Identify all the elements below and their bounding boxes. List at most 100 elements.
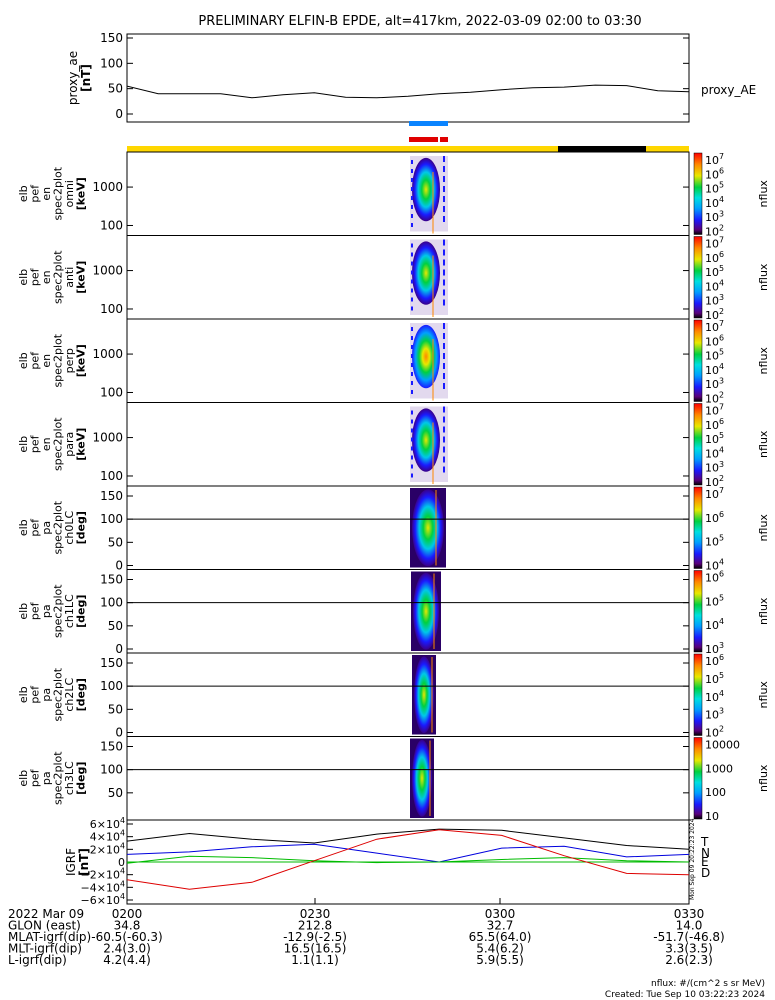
- igrf-tick-label: 0: [118, 856, 125, 869]
- spec-tick-label: 100: [100, 218, 123, 232]
- spec-tick-label: 1000: [92, 431, 123, 445]
- spec-tick-label: 100: [100, 763, 123, 777]
- ae-tick-label: 0: [115, 107, 123, 121]
- colorbar-tick-label: 103: [705, 707, 724, 722]
- footer-row-value: 3.3(3.5): [665, 942, 713, 956]
- colorbar-tick-label: 105: [705, 181, 724, 196]
- colorbar-tick-label: 106: [705, 653, 724, 668]
- igrf-legend-d: D: [701, 866, 710, 880]
- spec-tick-label: 50: [108, 619, 123, 633]
- spec-tick-label: 100: [100, 512, 123, 526]
- colorbar-tick-label: 106: [705, 570, 724, 585]
- spec-ylabel-line: spec2plot: [52, 667, 65, 721]
- spec-tick-label: 50: [108, 535, 123, 549]
- colorbar-tick-label: 106: [705, 250, 724, 265]
- footer-row-value: 0230: [300, 907, 331, 921]
- spec-panel-3: 1000100elbpefenspec2plotpara[keV]1071061…: [17, 402, 770, 489]
- ae-tick-label: 150: [100, 31, 123, 45]
- colorbar-tick-label: 103: [705, 460, 724, 475]
- spec-ylabel-line: en: [40, 270, 53, 284]
- spec-ylabel-line: spec2plot: [52, 166, 65, 220]
- spec-ylabel-line: en: [40, 354, 53, 368]
- colorbar-tick-label: 100: [705, 786, 726, 799]
- spec-flux-region: [412, 324, 440, 389]
- footer-row-value: 34.8: [114, 919, 141, 933]
- spec-ylabel-line: pa: [40, 771, 53, 785]
- colorbar-tick-label: 1000: [705, 762, 733, 775]
- spec-ylabel-line: elb: [17, 185, 30, 202]
- colorbar-tick-label: 104: [705, 445, 724, 460]
- spec-ylabel-line: elb: [17, 519, 30, 536]
- footer-row-value: 5.4(6.2): [476, 942, 524, 956]
- spec-ylabel-line: pa: [40, 604, 53, 618]
- colorbar: [693, 152, 703, 235]
- spec-tick-label: 0: [115, 726, 123, 740]
- spec-panel-frame: [126, 485, 690, 570]
- colorbar: [693, 319, 703, 402]
- igrf-tick-label: 4×104: [90, 829, 125, 844]
- colorbar: [693, 236, 703, 319]
- spec-flux-region: [412, 489, 444, 567]
- spec-tick-label: 150: [100, 656, 123, 670]
- spec-ylabel-line: [deg]: [75, 678, 88, 711]
- colorbar-unit-label: nflux: [757, 430, 770, 458]
- figure-title: PRELIMINARY ELFIN-B EPDE, alt=417km, 202…: [198, 14, 641, 29]
- colorbar-tick-label: 102: [705, 224, 724, 239]
- spec-panel-frame: [126, 151, 690, 236]
- spec-tick-label: 150: [100, 573, 123, 587]
- spec-tick-label: 50: [108, 702, 123, 716]
- colorbar-tick-label: 103: [705, 376, 724, 391]
- spec-ylabel-line: [keV]: [75, 177, 88, 210]
- spec-ylabel-line: pa: [40, 521, 53, 535]
- spec-ylabel-line: perp: [63, 348, 76, 373]
- igrf-legend-t: T: [700, 835, 709, 849]
- ae-series-line: [126, 84, 690, 99]
- eclipse-bar: [558, 146, 646, 152]
- footer-row-value: 0200: [112, 907, 143, 921]
- spec-ylabel-line: ch1LC: [63, 594, 76, 628]
- footer-row-value: 4.2(4.4): [103, 953, 151, 967]
- spec-ylabel-line: pef: [29, 768, 42, 787]
- spec-ylabel-line: spec2plot: [52, 333, 65, 387]
- colorbar-tick-label: 105: [705, 534, 724, 549]
- footer-row-value: 2.6(2.3): [665, 953, 713, 967]
- colorbar-tick-label: 104: [705, 362, 724, 377]
- colorbar-tick-label: 104: [705, 195, 724, 210]
- spec-ylabel-line: spec2plot: [52, 584, 65, 638]
- footer-row-value: 16.5(16.5): [284, 942, 347, 956]
- igrf-legend-e: E: [701, 855, 709, 869]
- colorbar: [693, 486, 703, 569]
- footer-row-value: 1.1(1.1): [291, 953, 339, 967]
- spec-ylabel-line: spec2plot: [52, 417, 65, 471]
- sun-shadow-bar: [127, 146, 689, 152]
- spec-ylabel-line: elb: [17, 352, 30, 369]
- spec-panel-0: 1000100elbpefenspec2plotomni[keV]1071061…: [17, 151, 770, 239]
- spec-ylabel-line: [deg]: [75, 595, 88, 628]
- spec-ylabel-line: [deg]: [75, 511, 88, 544]
- ae-panel-frame: [126, 33, 690, 123]
- igrf-tick-label: −6×104: [81, 892, 125, 907]
- footer-row-value: 14.0: [676, 919, 703, 933]
- spec-ylabel-line: pef: [29, 685, 42, 704]
- spec-ylabel-line: pef: [29, 184, 42, 203]
- spec-panel-frame: [126, 736, 690, 821]
- spec-ylabel-line: pef: [29, 518, 42, 537]
- colorbar: [693, 653, 703, 736]
- ae-ylabel-line1: proxy_ae: [66, 51, 80, 105]
- spec-tick-label: 100: [100, 596, 123, 610]
- colorbar-tick-label: 105: [705, 348, 724, 363]
- footer-row-label: L-igrf(dip): [8, 953, 67, 967]
- spec-flux-region: [412, 408, 440, 472]
- footer-row-label: 2022 Mar 09: [8, 907, 84, 921]
- colorbar-tick-label: 102: [705, 391, 724, 406]
- spec-ylabel-line: en: [40, 437, 53, 451]
- footer-row-value: 0300: [485, 907, 516, 921]
- spec-ylabel-line: omni: [63, 180, 76, 207]
- footer-row-value: -12.9(-2.5): [283, 930, 347, 944]
- spec-ylabel-line: anti: [63, 267, 76, 288]
- spec-flux-region: [412, 157, 440, 222]
- spec-ylabel-line: elb: [17, 269, 30, 286]
- spec-tick-label: 100: [100, 679, 123, 693]
